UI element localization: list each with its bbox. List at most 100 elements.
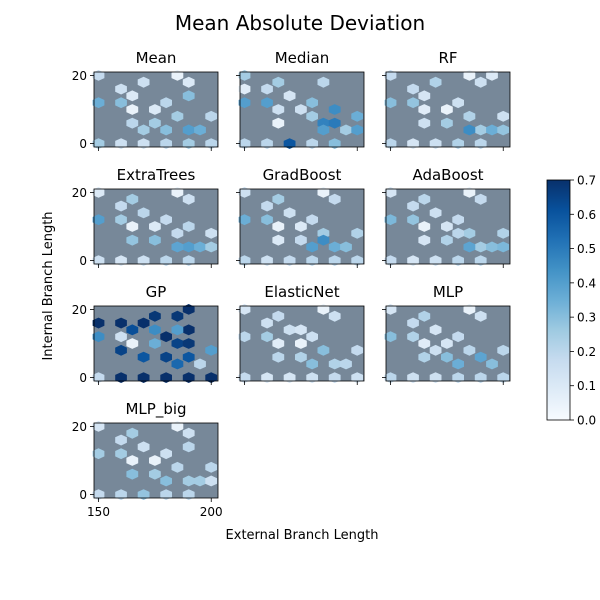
panel-title: Mean (136, 49, 177, 67)
hexbin-cell (126, 104, 139, 115)
hexbin-cell (463, 70, 476, 81)
panel-grid: Mean 0 20 Median RF ExtraTrees 0 20 GradBoost Ada… (72, 49, 511, 519)
hexbin-cell (272, 351, 285, 363)
hexbin-cell (272, 104, 285, 115)
hexbin-cell (486, 358, 498, 370)
hexbin-cell (441, 234, 453, 246)
hexbin-cell (238, 138, 251, 149)
hexbin-cell (205, 344, 218, 356)
hexbin-cell (261, 214, 273, 226)
hexbin-cell (429, 372, 442, 383)
hexbin-cell (283, 372, 296, 383)
hexbin-cell (205, 138, 218, 149)
hexbin-cell (272, 76, 285, 88)
y-tick-label: 20 (72, 303, 87, 317)
x-axis-label: External Branch Length (226, 528, 379, 543)
hexbin-cell (182, 221, 195, 232)
hexbin-cell (272, 234, 285, 246)
hexbin-cell (418, 338, 431, 349)
hexbin-cell (92, 214, 105, 226)
colorbar-tick-label: 0.6 (577, 208, 596, 222)
hexbin-cell (351, 227, 364, 239)
hexbin-cell (160, 138, 172, 149)
panel-frame (385, 305, 511, 382)
hexbin-cell (452, 214, 464, 226)
hexbin-cell (351, 110, 364, 122)
hexbin-cell (463, 304, 476, 315)
hexbin-cell (295, 234, 307, 246)
hexbin-cell (418, 117, 431, 129)
hexbin-cell (160, 351, 172, 363)
hexbin-cell (115, 317, 127, 329)
hexbin-cell (182, 304, 195, 315)
hexbin-cell (137, 76, 150, 88)
panel-mlp-big: MLP_big 0 20 150 200 (72, 400, 223, 519)
hexbin-cell (92, 372, 105, 383)
hexbin-cell (384, 372, 397, 383)
hexbin-cell (474, 351, 487, 363)
hexbin-cell (418, 193, 431, 205)
hexbin-cell (295, 338, 307, 349)
hexbin-cell (463, 110, 476, 122)
hexbin-cell (317, 187, 330, 198)
hexbin-cell (115, 372, 127, 383)
hexbin-cell (283, 138, 296, 149)
hexbin-cell (497, 124, 510, 136)
hexbin-cell (272, 338, 285, 349)
hexbin-cell (272, 117, 285, 129)
hexbin-cell (115, 448, 127, 460)
hexbin-cell (441, 117, 453, 129)
y-tick-label: 20 (72, 69, 87, 83)
hexbin-cell (384, 97, 397, 109)
hexbin-cell (407, 83, 419, 95)
hexbin-cell (182, 372, 195, 383)
hexbin-cell (328, 138, 341, 149)
hexbin-cell (407, 255, 419, 266)
colorbar-tick-label: 0.0 (577, 414, 596, 428)
hexbin-cell (160, 124, 172, 136)
hexbin-cell (429, 76, 442, 88)
hexbin-cell (384, 304, 397, 315)
hexbin-cell (317, 124, 330, 136)
hexbin-cell (452, 138, 464, 149)
hexbin-cell (92, 187, 105, 198)
hexbin-cell (295, 324, 307, 336)
hexbin-cell (384, 70, 397, 81)
hexbin-cell (238, 304, 251, 315)
hexbin-cell (351, 372, 364, 383)
hexbin-cell (126, 90, 139, 102)
hexbin-cell (149, 338, 161, 349)
hexbin-cell (452, 227, 464, 239)
hexbin-cell (205, 110, 218, 122)
hexbin-cell (160, 255, 172, 266)
hexbin-cell (149, 468, 161, 480)
hexbin-cell (182, 193, 195, 205)
hexbin-cell (115, 138, 127, 149)
hexbin-cell (92, 97, 105, 109)
hexbin-cell (238, 255, 251, 266)
hexbin-cell (407, 331, 419, 343)
hexbin-cell (497, 372, 510, 383)
hexbin-cell (384, 187, 397, 198)
hexbin-cell (272, 221, 285, 232)
panel-title: MLP (433, 283, 463, 301)
hexbin-cell (486, 241, 498, 253)
hexbin-cell (463, 227, 476, 239)
hexbin-cell (238, 83, 251, 95)
hexbin-cell (194, 475, 206, 487)
hexbin-cell (295, 351, 307, 363)
hexbin-cell (171, 187, 184, 198)
hexbin-cell (126, 455, 139, 466)
hexbin-cell (407, 200, 419, 212)
panel-title: AdaBoost (412, 166, 483, 184)
hexbin-cell (261, 83, 273, 95)
x-tick-label: 150 (87, 505, 110, 519)
y-axis-label: Internal Branch Length (41, 211, 56, 360)
hexbin-cell (328, 104, 341, 115)
hexbin-cell (126, 324, 139, 336)
colorbar-tick-label: 0.3 (577, 311, 596, 325)
hexbin-cell (474, 138, 487, 149)
hexbin-cell (182, 138, 195, 149)
hexbin-cell (115, 255, 127, 266)
